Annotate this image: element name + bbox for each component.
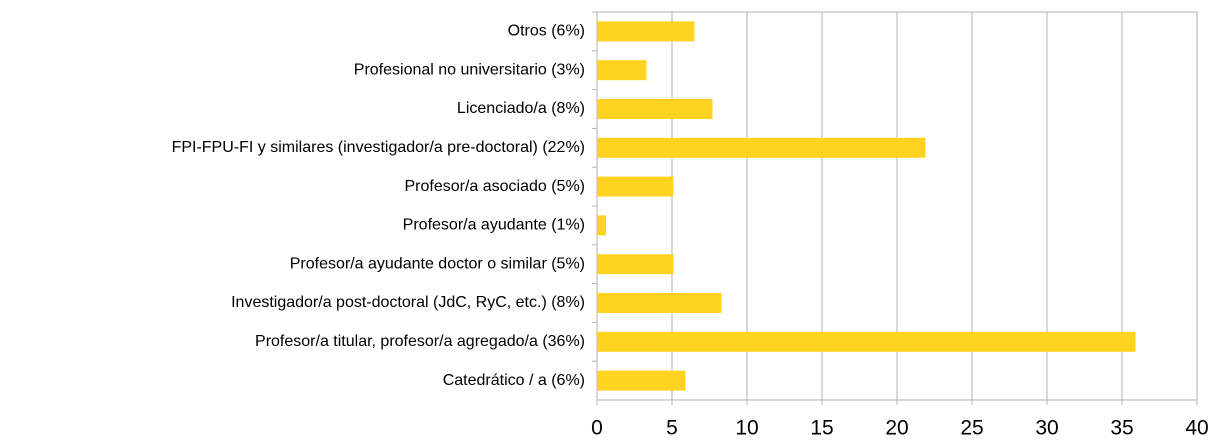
bar	[597, 254, 674, 275]
y-tick-label: Profesional no universitario (3%)	[354, 61, 585, 78]
x-tick-label: 25	[960, 417, 983, 440]
bar	[597, 137, 926, 158]
y-tick-label: Profesor/a ayudante (1%)	[403, 217, 585, 234]
x-tick-label: 10	[735, 417, 758, 440]
y-tick-label: Profesor/a asociado (5%)	[404, 178, 585, 195]
bar	[597, 21, 695, 42]
bar	[597, 331, 1136, 352]
y-tick-label: Otros (6%)	[508, 23, 585, 40]
x-tick-label: 20	[885, 417, 908, 440]
x-tick-label: 0	[591, 417, 603, 440]
x-tick-label: 30	[1035, 417, 1058, 440]
y-tick-label: FPI-FPU-FI y similares (investigador/a p…	[172, 139, 585, 156]
bar	[597, 293, 722, 313]
bar	[597, 176, 674, 197]
y-tick-label: Licenciado/a (8%)	[457, 100, 585, 117]
bar	[597, 60, 647, 81]
x-tick-label: 5	[666, 417, 678, 440]
x-tick-label: 40	[1185, 417, 1208, 440]
bar	[597, 99, 713, 119]
y-tick-label: Profesor/a titular, profesor/a agregado/…	[255, 333, 585, 350]
x-tick-label: 35	[1110, 417, 1133, 440]
y-tick-label: Profesor/a ayudante doctor o similar (5%…	[290, 255, 585, 272]
bar	[597, 215, 606, 236]
bar	[597, 370, 686, 391]
y-tick-label: Catedrático / a (6%)	[443, 372, 585, 389]
x-tick-label: 15	[810, 417, 833, 440]
y-tick-label: Investigador/a post-doctoral (JdC, RyC, …	[231, 294, 585, 311]
